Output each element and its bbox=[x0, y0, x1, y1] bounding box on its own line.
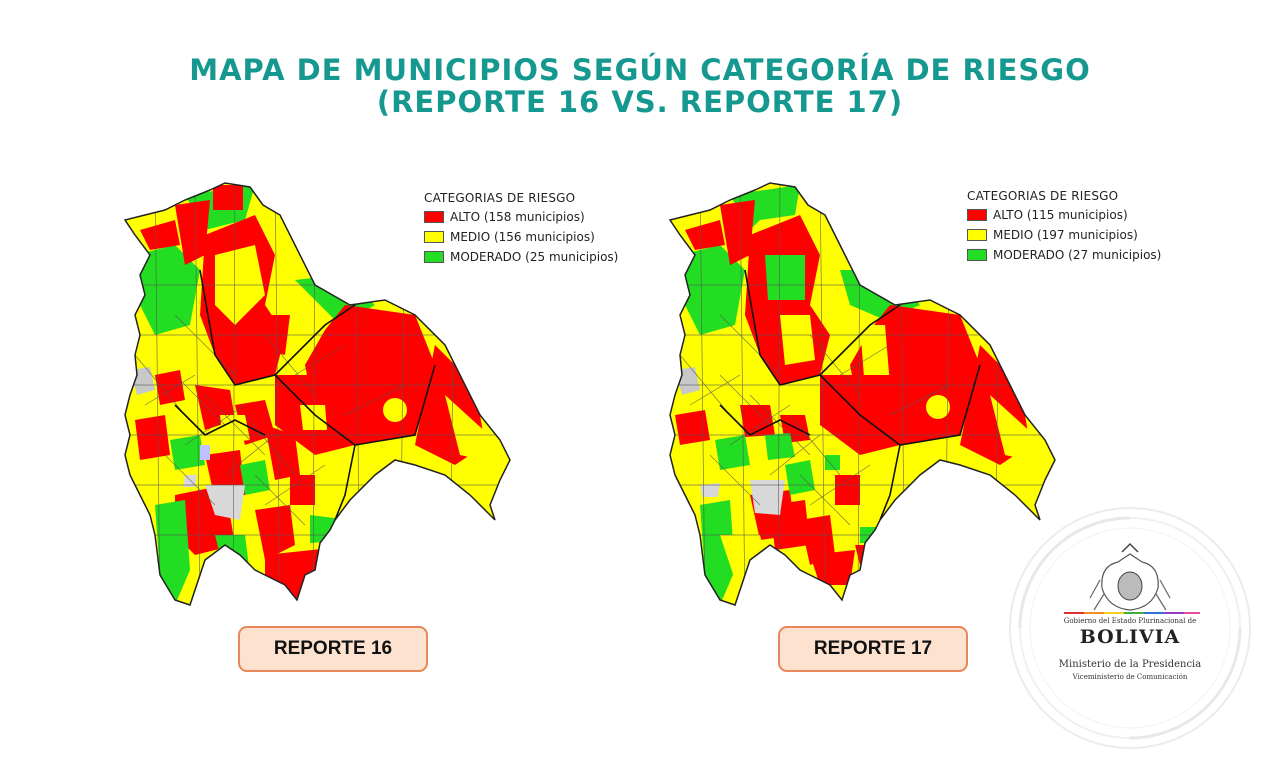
legend-label: MODERADO (25 municipios) bbox=[450, 250, 619, 264]
legend-label: MEDIO (156 municipios) bbox=[450, 230, 595, 244]
legend-item-moderado: MODERADO (27 municipios) bbox=[967, 245, 1161, 265]
legend-item-medio: MEDIO (197 municipios) bbox=[967, 225, 1161, 245]
legend-label: ALTO (158 municipios) bbox=[450, 210, 585, 224]
legend-item-moderado: MODERADO (25 municipios) bbox=[424, 247, 618, 267]
map-title-line1: MAPA DE MUNICIPIOS SEGÚN CATEGORÍA DE RI… bbox=[189, 53, 1091, 87]
reporte-16-label: REPORTE 16 bbox=[238, 626, 428, 672]
legend-item-alto: ALTO (158 municipios) bbox=[424, 207, 618, 227]
legend-swatch-medio bbox=[424, 231, 444, 243]
legend-reporte-16: CATEGORIAS DE RIESGO ALTO (158 municipio… bbox=[424, 189, 618, 267]
legend-title: CATEGORIAS DE RIESGO bbox=[967, 189, 1119, 203]
country-name: BOLIVIA bbox=[1079, 626, 1181, 648]
legend-reporte-17: CATEGORIAS DE RIESGO ALTO (115 municipio… bbox=[967, 187, 1161, 265]
legend-item-medio: MEDIO (156 municipios) bbox=[424, 227, 618, 247]
ministry-name: Ministerio de la Presidencia bbox=[1058, 659, 1202, 670]
coat-of-arms-icon bbox=[1089, 542, 1171, 611]
legend-swatch-alto bbox=[967, 209, 987, 221]
legend-label: MEDIO (197 municipios) bbox=[993, 228, 1138, 242]
reporte-17-label: REPORTE 17 bbox=[778, 626, 968, 672]
bolivia-map-reporte-16 bbox=[123, 182, 511, 606]
legend-title: CATEGORIAS DE RIESGO bbox=[424, 191, 576, 205]
government-seal-watermark bbox=[1009, 507, 1251, 749]
bolivia-map-reporte-17 bbox=[668, 182, 1056, 606]
legend-swatch-moderado bbox=[967, 249, 987, 261]
government-line: Gobierno del Estado Plurinacional de bbox=[1063, 617, 1197, 625]
legend-swatch-alto bbox=[424, 211, 444, 223]
map-title-line2: (REPORTE 16 VS. REPORTE 17) bbox=[376, 85, 904, 119]
legend-swatch-medio bbox=[967, 229, 987, 241]
legend-label: ALTO (115 municipios) bbox=[993, 208, 1128, 222]
legend-swatch-moderado bbox=[424, 251, 444, 263]
viceministry-name: Viceministerio de Comunicación bbox=[1072, 673, 1188, 681]
legend-item-alto: ALTO (115 municipios) bbox=[967, 205, 1161, 225]
legend-label: MODERADO (27 municipios) bbox=[993, 248, 1162, 262]
